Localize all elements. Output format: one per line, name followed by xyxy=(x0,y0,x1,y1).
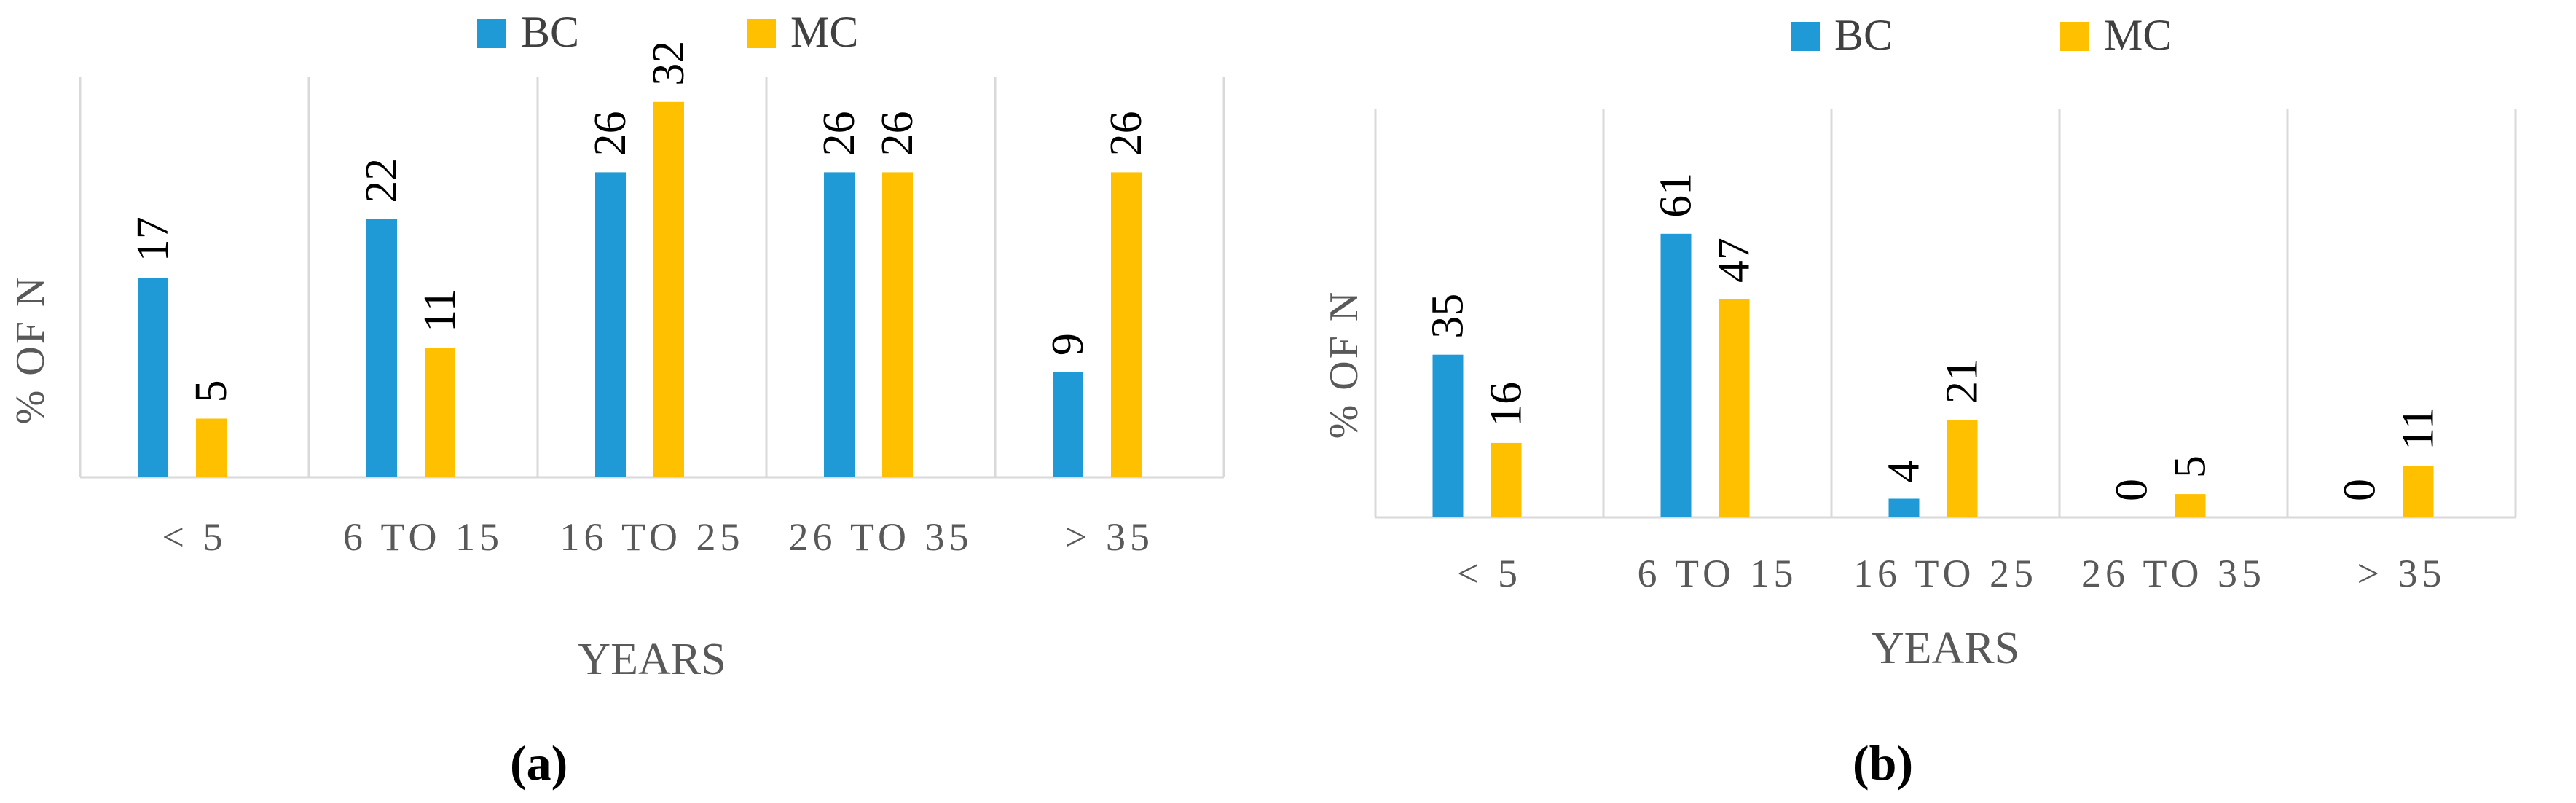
category-label: < 5 xyxy=(1457,552,1522,595)
legend-label-bc: BC xyxy=(1834,11,1893,59)
data-label-bc: 22 xyxy=(357,158,407,203)
data-label-mc: 11 xyxy=(2394,407,2443,450)
category-label: < 5 xyxy=(162,515,227,559)
data-label-mc: 16 xyxy=(1482,382,1531,427)
legend-swatch-bc xyxy=(477,19,506,48)
category-label: 26 TO 35 xyxy=(788,515,973,559)
panel-label-b: (b) xyxy=(1853,735,1914,791)
chart-panel-b: BC MC 35 16 < 5 61 47 6 TO 15 4 21 16 TO 25 0 5 26 TO… xyxy=(1288,0,2576,803)
data-label-mc: 21 xyxy=(1938,359,1987,404)
category-label: 16 TO 25 xyxy=(1853,552,2038,595)
bar-mc xyxy=(1719,299,1750,517)
bar-bc xyxy=(138,278,168,477)
category-label: 16 TO 25 xyxy=(559,515,744,559)
bar-mc xyxy=(1111,172,1142,477)
data-label-bc: 4 xyxy=(1880,460,1929,482)
y-axis-title: % OF N xyxy=(1322,290,1367,439)
data-label-bc: 17 xyxy=(128,216,178,262)
bar-mc xyxy=(1947,420,1978,517)
data-label-mc: 26 xyxy=(1102,111,1151,156)
bar-mc xyxy=(196,418,227,477)
data-label-mc: 5 xyxy=(2166,455,2215,478)
panel-label-a: (a) xyxy=(510,735,568,791)
bar-mc xyxy=(2175,494,2206,517)
data-label-mc: 26 xyxy=(873,111,922,156)
data-label-bc: 26 xyxy=(814,111,864,156)
legend-swatch-bc xyxy=(1791,22,1820,51)
legend-label-bc: BC xyxy=(521,8,579,56)
x-axis-title: YEARS xyxy=(1872,624,2019,673)
bar-bc xyxy=(1053,372,1083,477)
bar-bc xyxy=(595,172,626,477)
y-axis-title: % OF N xyxy=(8,275,53,425)
data-label-mc: 11 xyxy=(415,289,465,332)
data-label-bc: 26 xyxy=(586,111,635,156)
bar-bc xyxy=(824,172,855,477)
data-label-mc: 5 xyxy=(186,380,236,403)
bar-bc xyxy=(366,219,397,477)
category-label: > 35 xyxy=(1065,515,1154,559)
bar-mc xyxy=(425,348,455,477)
bar-mc xyxy=(653,101,684,478)
bar-bc xyxy=(1432,354,1464,517)
data-label-bc: 0 xyxy=(2108,479,2157,501)
chart-panel-a: BC MC 17 5 < 5 22 11 6 TO 15 26 32 16 TO 25 26 26 26 … xyxy=(8,8,1225,791)
legend-swatch-mc xyxy=(747,19,776,48)
data-label-mc: 47 xyxy=(1710,238,1759,283)
bar-bc xyxy=(1660,233,1692,517)
data-label-bc: 35 xyxy=(1424,294,1473,339)
bar-mc xyxy=(2403,466,2434,517)
data-label-mc: 32 xyxy=(644,41,694,86)
data-label-bc: 0 xyxy=(2336,479,2385,501)
data-label-bc: 9 xyxy=(1043,333,1093,356)
x-axis-title: YEARS xyxy=(578,635,726,684)
bar-bc xyxy=(1888,498,1920,517)
legend-swatch-mc xyxy=(2060,22,2089,51)
data-label-bc: 61 xyxy=(1652,173,1701,218)
legend-label-mc: MC xyxy=(2104,11,2172,59)
bar-mc xyxy=(882,172,913,477)
category-label: > 35 xyxy=(2357,552,2446,595)
category-label: 26 TO 35 xyxy=(2081,552,2266,595)
category-label: 6 TO 15 xyxy=(343,515,503,559)
bar-mc xyxy=(1491,442,1522,517)
legend-label-mc: MC xyxy=(790,8,858,56)
category-label: 6 TO 15 xyxy=(1637,552,1797,595)
